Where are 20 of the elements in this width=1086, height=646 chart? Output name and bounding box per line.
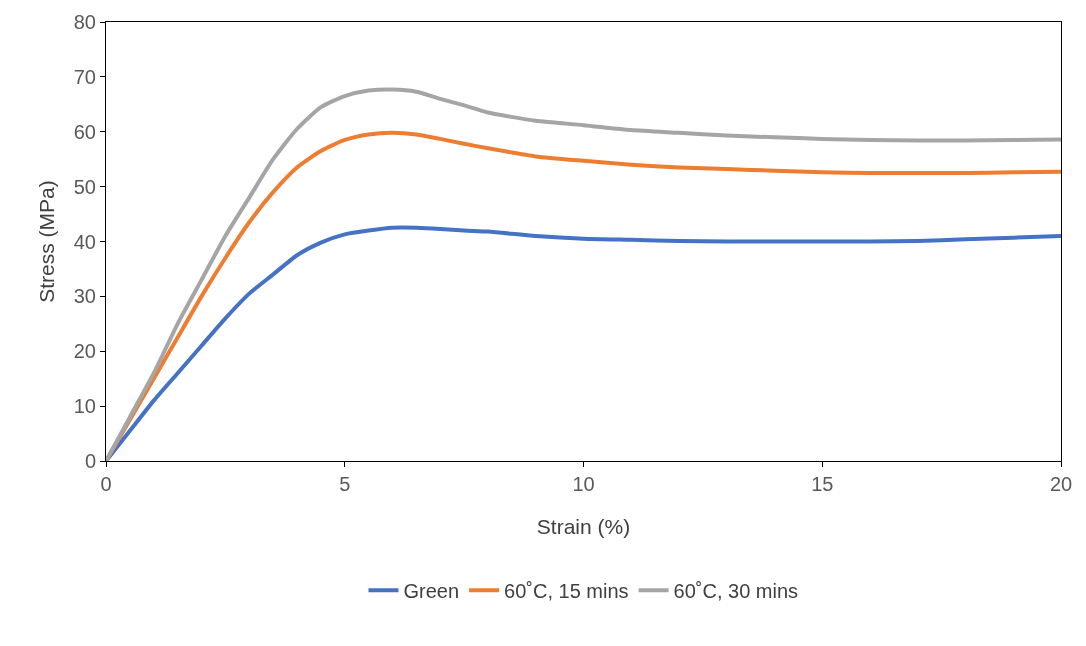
y-tick-label: 80 [73,11,96,33]
legend-label: 60˚C, 15 mins [504,580,629,603]
legend-label: 60˚C, 30 mins [673,580,799,603]
x-tick-label: 10 [572,473,595,495]
y-tick-label: 60 [73,120,96,143]
y-tick-label: 0 [84,450,96,472]
x-tick-label: 20 [1049,473,1073,495]
y-tick-label: 70 [73,65,96,88]
x-axis-title: Strain (%) [536,515,631,538]
line-series [106,225,1061,461]
x-tick-label: 15 [811,473,834,495]
y-tick-label: 50 [73,175,96,198]
y-tick-label: 10 [73,395,96,418]
x-tick-label: 5 [339,473,351,495]
y-tick-label: 30 [73,285,96,308]
legend-label: Green [403,580,460,603]
y-axis-title: Stress (MPa) [35,180,58,303]
y-tick-label: 40 [73,230,96,253]
x-tick-label: 0 [100,473,112,495]
y-tick-label: 20 [73,340,96,363]
